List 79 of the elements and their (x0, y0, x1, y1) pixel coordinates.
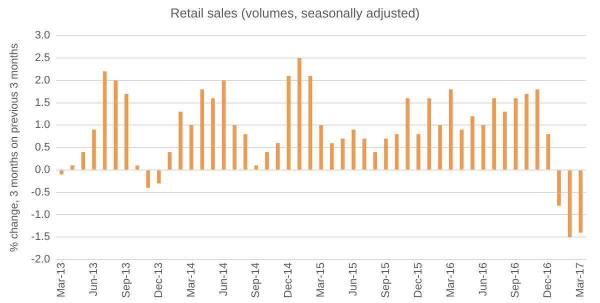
bar (362, 138, 366, 170)
x-tick-label: Mar-15 (315, 262, 328, 298)
x-tick-label: Jun-16 (477, 262, 490, 296)
bar (524, 94, 528, 170)
x-tick-label: Dec-13 (152, 262, 165, 298)
x-tick-label: Mar-16 (444, 262, 457, 298)
x-tick-label: Sep-16 (510, 262, 522, 298)
bar (568, 170, 572, 238)
bar (243, 134, 248, 170)
bar (146, 170, 150, 188)
bar (481, 125, 486, 170)
bar (114, 80, 118, 170)
bar (200, 89, 204, 170)
y-tick-label: -2.0 (31, 254, 50, 266)
x-tick-label: Dec-15 (412, 262, 424, 298)
bar (178, 112, 182, 170)
y-tick-label: -1.0 (31, 208, 50, 221)
x-tick-label: Dec-16 (542, 262, 554, 298)
bar (135, 165, 140, 170)
bar (81, 152, 86, 170)
bar (427, 98, 432, 170)
bar (298, 58, 302, 170)
bar (211, 98, 215, 170)
bar (438, 125, 442, 170)
y-tick-label: -0.5 (31, 186, 50, 198)
y-tick-label: 3.0 (34, 30, 50, 42)
bar (503, 112, 507, 170)
bar (232, 125, 236, 170)
bar (308, 76, 312, 170)
bar (352, 130, 356, 170)
bar (70, 165, 74, 170)
bar (156, 170, 161, 184)
bar (124, 94, 128, 170)
y-axis-title: % change, 3 months on previous 3 months (8, 42, 21, 252)
bar (394, 134, 399, 170)
bar (460, 130, 464, 170)
bar (168, 152, 172, 170)
x-tick-label: Jun-13 (88, 262, 100, 296)
y-tick-label: -1.5 (31, 231, 50, 244)
bar (222, 80, 226, 170)
x-tick-label: Sep-14 (250, 262, 262, 298)
bar (276, 143, 280, 170)
y-tick-label: 1.0 (34, 119, 50, 132)
bar (384, 138, 388, 170)
bar (319, 125, 323, 170)
x-tick-label: Mar-14 (185, 262, 198, 298)
x-tick-label: Jun-15 (348, 262, 360, 296)
y-tick-label: 1.5 (34, 96, 50, 109)
chart-title: Retail sales (volumes, seasonally adjusted) (170, 5, 420, 20)
bar (330, 143, 334, 170)
bar (265, 152, 269, 170)
x-tick-label: Mar-13 (56, 262, 68, 298)
x-tick-label: Mar-17 (574, 262, 587, 298)
x-tick-label: Sep-15 (380, 262, 392, 298)
y-tick-label: 0.0 (34, 164, 50, 176)
bar (448, 89, 453, 170)
y-tick-label: 2.5 (34, 52, 50, 64)
bar (406, 98, 410, 170)
bar (373, 152, 378, 170)
x-tick-label: Dec-14 (282, 262, 295, 298)
y-tick-label: 2.0 (34, 74, 50, 86)
bar (535, 89, 540, 170)
bar (286, 76, 291, 170)
bar (470, 116, 474, 170)
x-tick-label: Jun-14 (218, 262, 230, 296)
bar (416, 134, 420, 170)
bar (340, 138, 345, 170)
bar (514, 98, 518, 170)
bar (254, 165, 258, 170)
bar (102, 71, 107, 170)
bar (189, 125, 194, 170)
bar (492, 98, 496, 170)
bar (578, 170, 582, 233)
bar (92, 130, 96, 170)
bar (546, 134, 550, 170)
x-tick-label: Sep-13 (120, 262, 132, 298)
bar (60, 170, 64, 174)
y-tick-label: 0.5 (34, 142, 50, 154)
bar (557, 170, 561, 206)
